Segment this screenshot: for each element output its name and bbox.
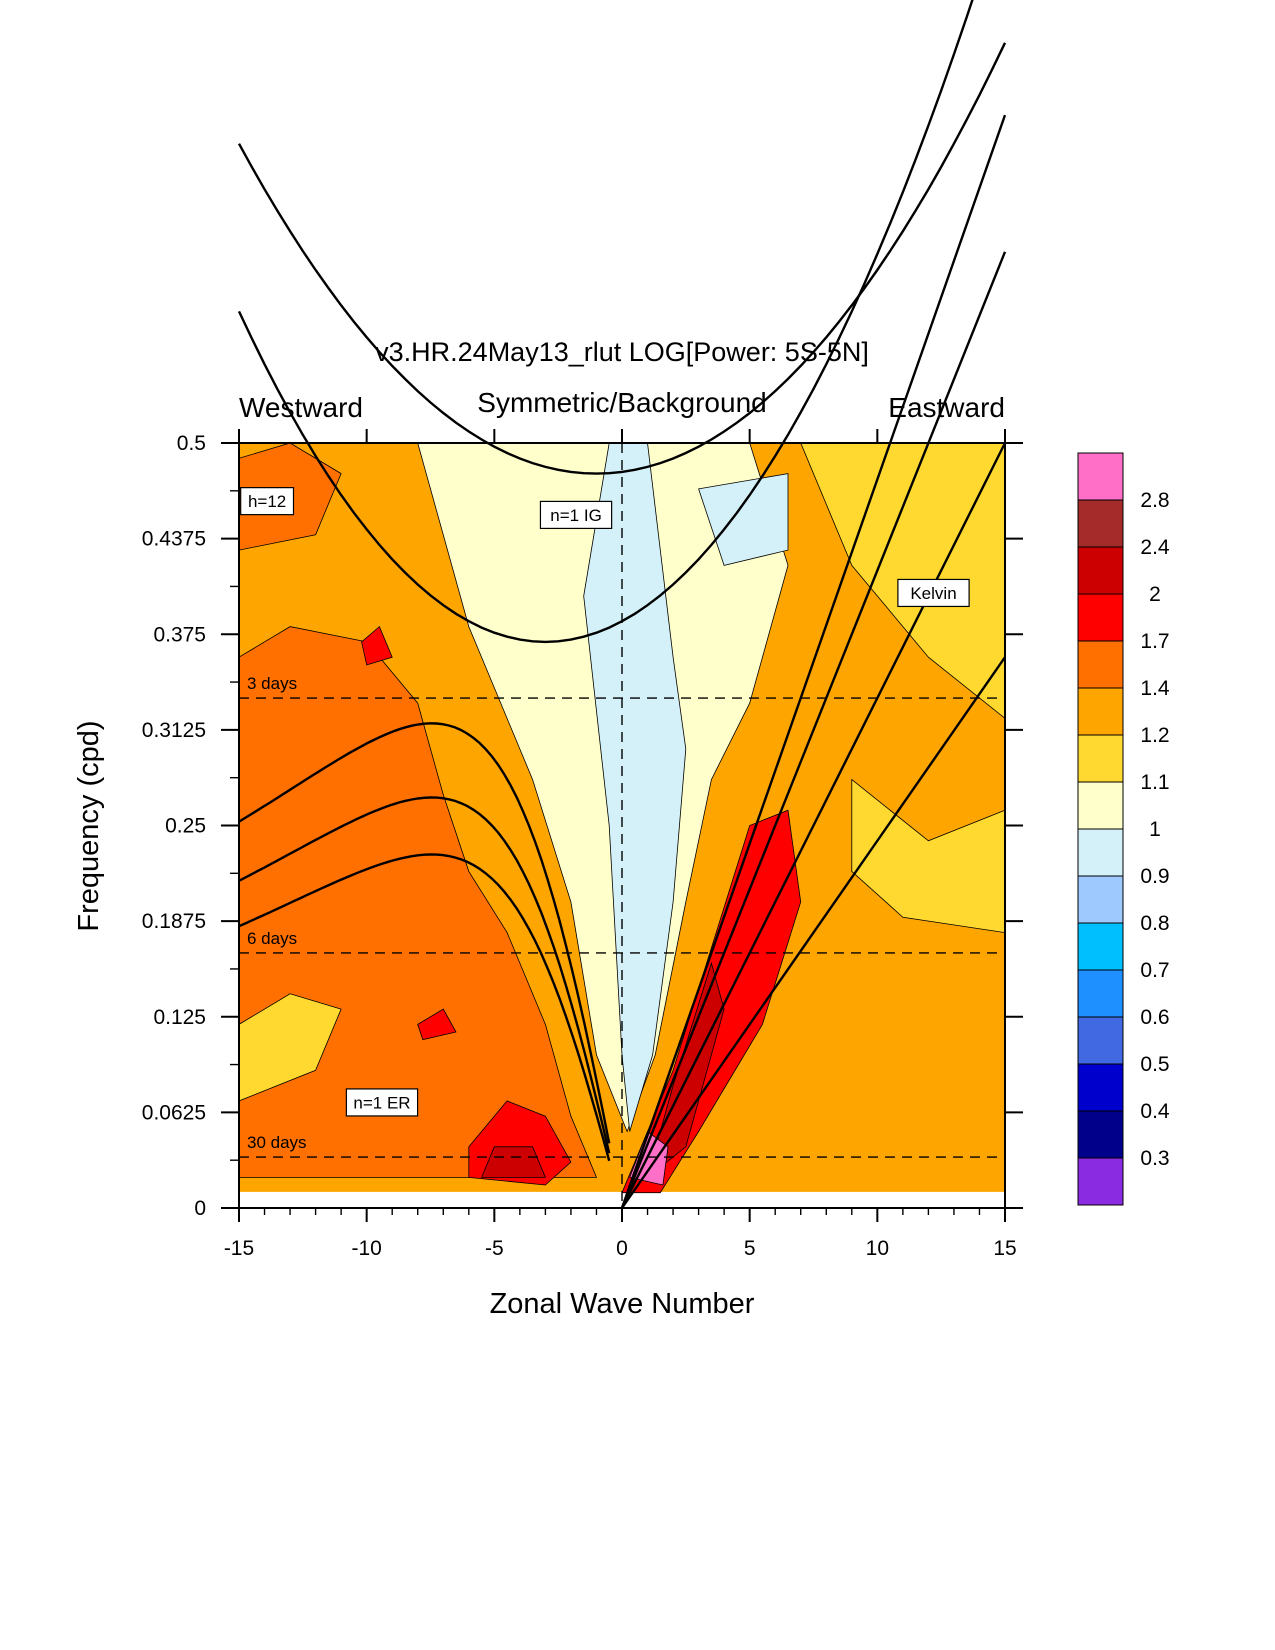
colorbar-label: 0.5	[1140, 1053, 1169, 1076]
kelvin-curve	[620, 251, 1007, 1209]
y-axis-title: Frequency (cpd)	[73, 720, 105, 931]
colorbar-swatch	[1077, 593, 1124, 642]
er-curve	[238, 796, 611, 1154]
er-curve	[238, 722, 611, 1144]
colorbar-label: 2.4	[1140, 536, 1170, 559]
colorbar-label: 1.2	[1140, 724, 1169, 747]
colorbar-label: 2	[1149, 583, 1161, 606]
power-region-er-westward-spot	[361, 625, 393, 666]
curve-label-box	[240, 487, 295, 516]
colorbar-swatch	[1077, 734, 1124, 783]
y-tick-label: 0.25	[165, 815, 206, 838]
colorbar-swatch	[1077, 969, 1124, 1018]
colorbar-label: 1.1	[1140, 771, 1169, 794]
y-tick-label: 0.1875	[142, 910, 206, 933]
y-tick-label: 0.125	[153, 1006, 206, 1029]
x-tick-label: -5	[485, 1237, 504, 1260]
kelvin-curve	[621, 656, 1006, 1209]
x-axis-title: Zonal Wave Number	[490, 1288, 755, 1320]
period-label: 6 days	[247, 929, 297, 948]
colorbar-label: 1.7	[1140, 630, 1169, 653]
colorbar-label: 0.8	[1140, 912, 1169, 935]
colorbar-swatch	[1077, 1157, 1124, 1206]
power-region-er-core	[481, 1146, 547, 1178]
power-region-center-high	[417, 443, 789, 1133]
colorbar: 2.8 2.4 2 1.7 1.4 1.2 1.1 1 0.9 0.8 0.7 0.6 0.5 0.4 0.…	[1077, 452, 1170, 1206]
colorbar-swatch	[1077, 640, 1124, 689]
ig-curve	[237, 42, 1007, 475]
curve-label: Kelvin	[910, 584, 956, 603]
x-tick-label: 5	[744, 1237, 756, 1260]
curve-label: n=1 IG	[550, 506, 602, 525]
power-region-westward-spot	[417, 1008, 457, 1041]
y-tick-label: 0.0625	[142, 1101, 206, 1124]
curve-label-box	[539, 500, 613, 530]
y-tick-label: 0.5	[177, 432, 206, 455]
colorbar-swatch	[1077, 1016, 1124, 1065]
power-region-center-ridge	[583, 443, 687, 1132]
chart-title: v3.HR.24May13_rlut LOG[Power: 5S-5N]	[375, 337, 869, 367]
colorbar-swatch	[1077, 781, 1124, 830]
power-region-kelvin-core	[646, 961, 725, 1179]
curve-label-box	[345, 1088, 419, 1117]
colorbar-label: 0.6	[1140, 1006, 1169, 1029]
er-curve	[238, 853, 611, 1162]
x-tick-label: -15	[224, 1237, 254, 1260]
subtitle-symmetric: Symmetric/Background	[477, 387, 766, 418]
curve-label: n=1 ER	[353, 1093, 410, 1112]
colorbar-label: 1.4	[1140, 677, 1170, 700]
curve-label: h=12	[248, 492, 286, 511]
colorbar-swatch	[1077, 828, 1124, 877]
curve-label-box	[897, 578, 970, 608]
colorbar-label: 0.3	[1140, 1147, 1169, 1170]
colorbar-swatch	[1077, 875, 1124, 924]
colorbar-swatch	[1077, 1110, 1124, 1159]
colorbar-swatch	[1077, 922, 1124, 971]
colorbar-swatch	[1077, 499, 1124, 548]
colorbar-label: 1	[1149, 818, 1161, 841]
colorbar-label: 0.7	[1140, 959, 1169, 982]
y-tick-label: 0.375	[153, 623, 206, 646]
x-tick-label: -10	[351, 1237, 381, 1260]
subtitle-westward: Westward	[239, 392, 363, 423]
x-tick-label: 10	[866, 1237, 889, 1260]
plot-overlay: 3 days 6 days 30 days Kelvin n=1 IG n=1 ER h=1…	[237, 0, 1007, 1209]
x-axis: -15 -10 -5 0 5 10 15	[224, 429, 1017, 1260]
period-label: 3 days	[247, 674, 297, 693]
y-tick-label: 0	[194, 1197, 206, 1220]
power-region-eastward-mid	[851, 778, 1005, 934]
x-tick-label: 0	[616, 1237, 628, 1260]
colorbar-swatch	[1077, 687, 1124, 736]
x-tick-label: 15	[993, 1237, 1016, 1260]
colorbar-swatch	[1077, 546, 1124, 595]
colorbar-swatch	[1077, 452, 1124, 501]
y-tick-label: 0.4375	[142, 528, 206, 551]
kelvin-curve	[620, 442, 1007, 1209]
period-label: 30 days	[247, 1133, 307, 1152]
kelvin-curve	[620, 114, 1007, 1209]
colorbar-swatch	[1077, 1063, 1124, 1112]
colorbar-label: 0.9	[1140, 865, 1169, 888]
y-tick-label: 0.3125	[142, 719, 206, 742]
power-region-westward-light	[239, 993, 342, 1102]
y-axis: 0 0.0625 0.125 0.1875 0.25 0.3125 0.375 0.4375 0…	[142, 432, 1023, 1220]
colorbar-label: 0.4	[1140, 1100, 1170, 1123]
colorbar-label: 2.8	[1140, 489, 1169, 512]
